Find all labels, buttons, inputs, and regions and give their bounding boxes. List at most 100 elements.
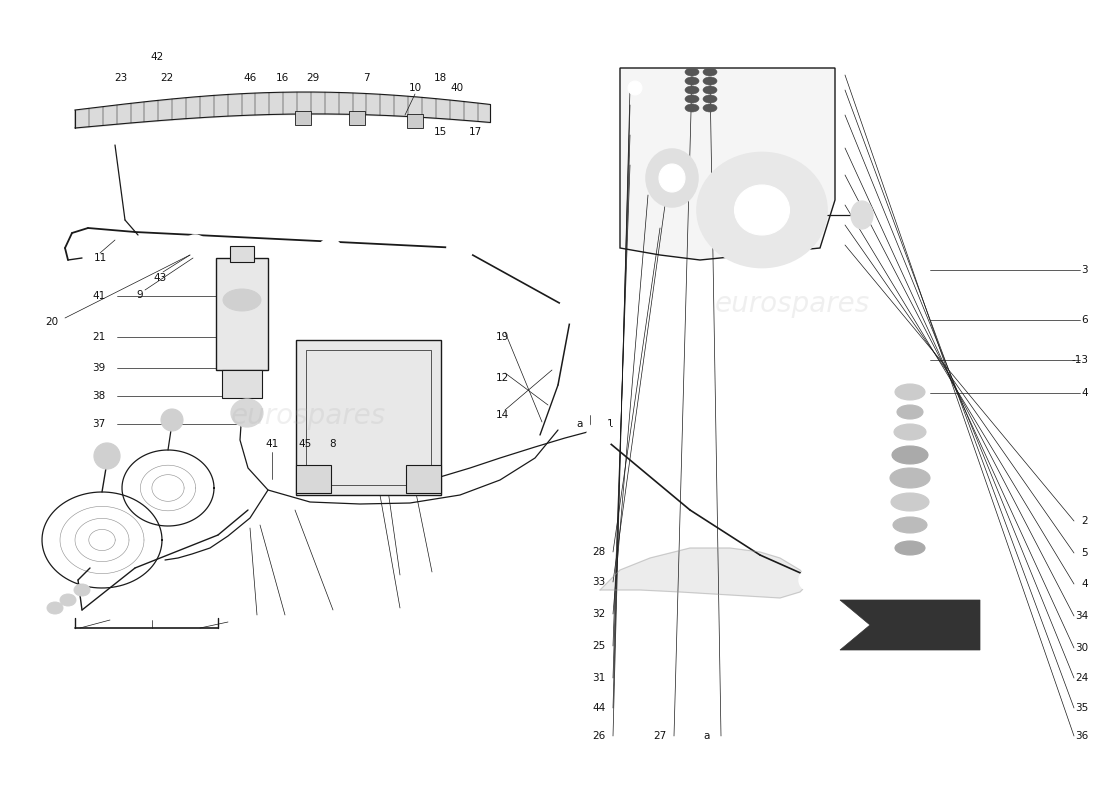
Text: 4: 4 — [1081, 579, 1088, 589]
Text: -13: -13 — [1071, 355, 1088, 365]
Ellipse shape — [703, 104, 717, 112]
Text: 26: 26 — [593, 731, 606, 741]
Text: 8: 8 — [330, 439, 337, 449]
Ellipse shape — [161, 409, 183, 431]
Text: 30: 30 — [1075, 643, 1088, 653]
Ellipse shape — [896, 405, 923, 419]
Ellipse shape — [851, 201, 873, 229]
Text: 11: 11 — [94, 253, 107, 263]
Text: 36: 36 — [1075, 731, 1088, 741]
Text: 12: 12 — [495, 373, 508, 383]
Ellipse shape — [685, 68, 698, 76]
Text: 19: 19 — [495, 332, 508, 342]
Text: 34: 34 — [1075, 611, 1088, 621]
Ellipse shape — [184, 235, 206, 253]
Ellipse shape — [685, 77, 698, 85]
Ellipse shape — [735, 185, 790, 235]
Ellipse shape — [894, 424, 926, 440]
Ellipse shape — [703, 77, 717, 85]
Bar — [406, 465, 441, 493]
Text: 41: 41 — [92, 291, 106, 301]
Text: 25: 25 — [593, 641, 606, 651]
Ellipse shape — [74, 584, 90, 596]
Text: 3: 3 — [1081, 265, 1088, 275]
Text: eurospares: eurospares — [714, 290, 870, 318]
Ellipse shape — [799, 569, 821, 591]
Text: eurospares: eurospares — [230, 402, 386, 430]
Ellipse shape — [892, 446, 928, 464]
Text: 31: 31 — [593, 673, 606, 683]
Text: 15: 15 — [433, 127, 447, 137]
Ellipse shape — [895, 384, 925, 400]
Ellipse shape — [60, 594, 76, 606]
Ellipse shape — [319, 239, 341, 257]
Text: 17: 17 — [469, 127, 482, 137]
Ellipse shape — [47, 602, 63, 614]
Text: 20: 20 — [45, 317, 58, 327]
Text: 45: 45 — [298, 439, 311, 449]
Polygon shape — [600, 548, 810, 598]
Text: 33: 33 — [593, 577, 606, 587]
Text: 46: 46 — [243, 73, 256, 83]
Ellipse shape — [659, 164, 685, 192]
Text: a: a — [704, 731, 711, 741]
Bar — [216, 258, 268, 370]
Text: 28: 28 — [593, 547, 606, 557]
Text: 6: 6 — [1081, 315, 1088, 325]
Ellipse shape — [890, 468, 930, 488]
Ellipse shape — [895, 541, 925, 555]
Ellipse shape — [231, 399, 263, 427]
Text: 32: 32 — [593, 609, 606, 619]
Text: a: a — [576, 419, 583, 429]
Ellipse shape — [223, 289, 261, 311]
Bar — [296, 465, 331, 493]
Text: 7: 7 — [363, 73, 370, 83]
Text: 44: 44 — [593, 703, 606, 713]
Text: 43: 43 — [153, 273, 166, 283]
Text: 5: 5 — [1081, 548, 1088, 558]
Text: 22: 22 — [161, 73, 174, 83]
Text: 27: 27 — [653, 731, 667, 741]
Ellipse shape — [697, 153, 827, 267]
Text: 2: 2 — [1081, 516, 1088, 526]
Ellipse shape — [628, 81, 642, 95]
Text: 14: 14 — [495, 410, 508, 420]
Ellipse shape — [685, 95, 698, 103]
Text: o: o — [776, 207, 780, 213]
Ellipse shape — [893, 517, 927, 533]
Ellipse shape — [703, 68, 717, 76]
Text: 29: 29 — [307, 73, 320, 83]
Text: 4: 4 — [1081, 388, 1088, 398]
Text: 38: 38 — [92, 391, 106, 401]
Ellipse shape — [891, 493, 930, 511]
Polygon shape — [840, 600, 980, 650]
Text: 40: 40 — [450, 83, 463, 93]
Bar — [349, 111, 365, 126]
Text: 37: 37 — [92, 419, 106, 429]
Text: 42: 42 — [151, 52, 164, 62]
Ellipse shape — [685, 86, 698, 94]
Text: 16: 16 — [275, 73, 288, 83]
Ellipse shape — [447, 235, 473, 261]
Text: 10: 10 — [408, 83, 421, 93]
Text: 18: 18 — [433, 73, 447, 83]
Bar — [222, 370, 262, 398]
Text: 9: 9 — [136, 290, 143, 300]
Text: 35: 35 — [1075, 703, 1088, 713]
Text: 24: 24 — [1075, 673, 1088, 683]
Ellipse shape — [703, 95, 717, 103]
Bar — [296, 340, 441, 495]
Ellipse shape — [646, 149, 698, 207]
Ellipse shape — [703, 86, 717, 94]
Text: 23: 23 — [114, 73, 128, 83]
Bar — [230, 246, 254, 262]
Text: 41: 41 — [265, 439, 278, 449]
Ellipse shape — [94, 443, 120, 469]
Ellipse shape — [587, 422, 613, 448]
Ellipse shape — [685, 104, 698, 112]
Text: 1: 1 — [607, 419, 614, 429]
Polygon shape — [620, 68, 835, 260]
Text: 39: 39 — [92, 363, 106, 373]
Bar — [295, 111, 311, 125]
Bar — [306, 350, 431, 485]
